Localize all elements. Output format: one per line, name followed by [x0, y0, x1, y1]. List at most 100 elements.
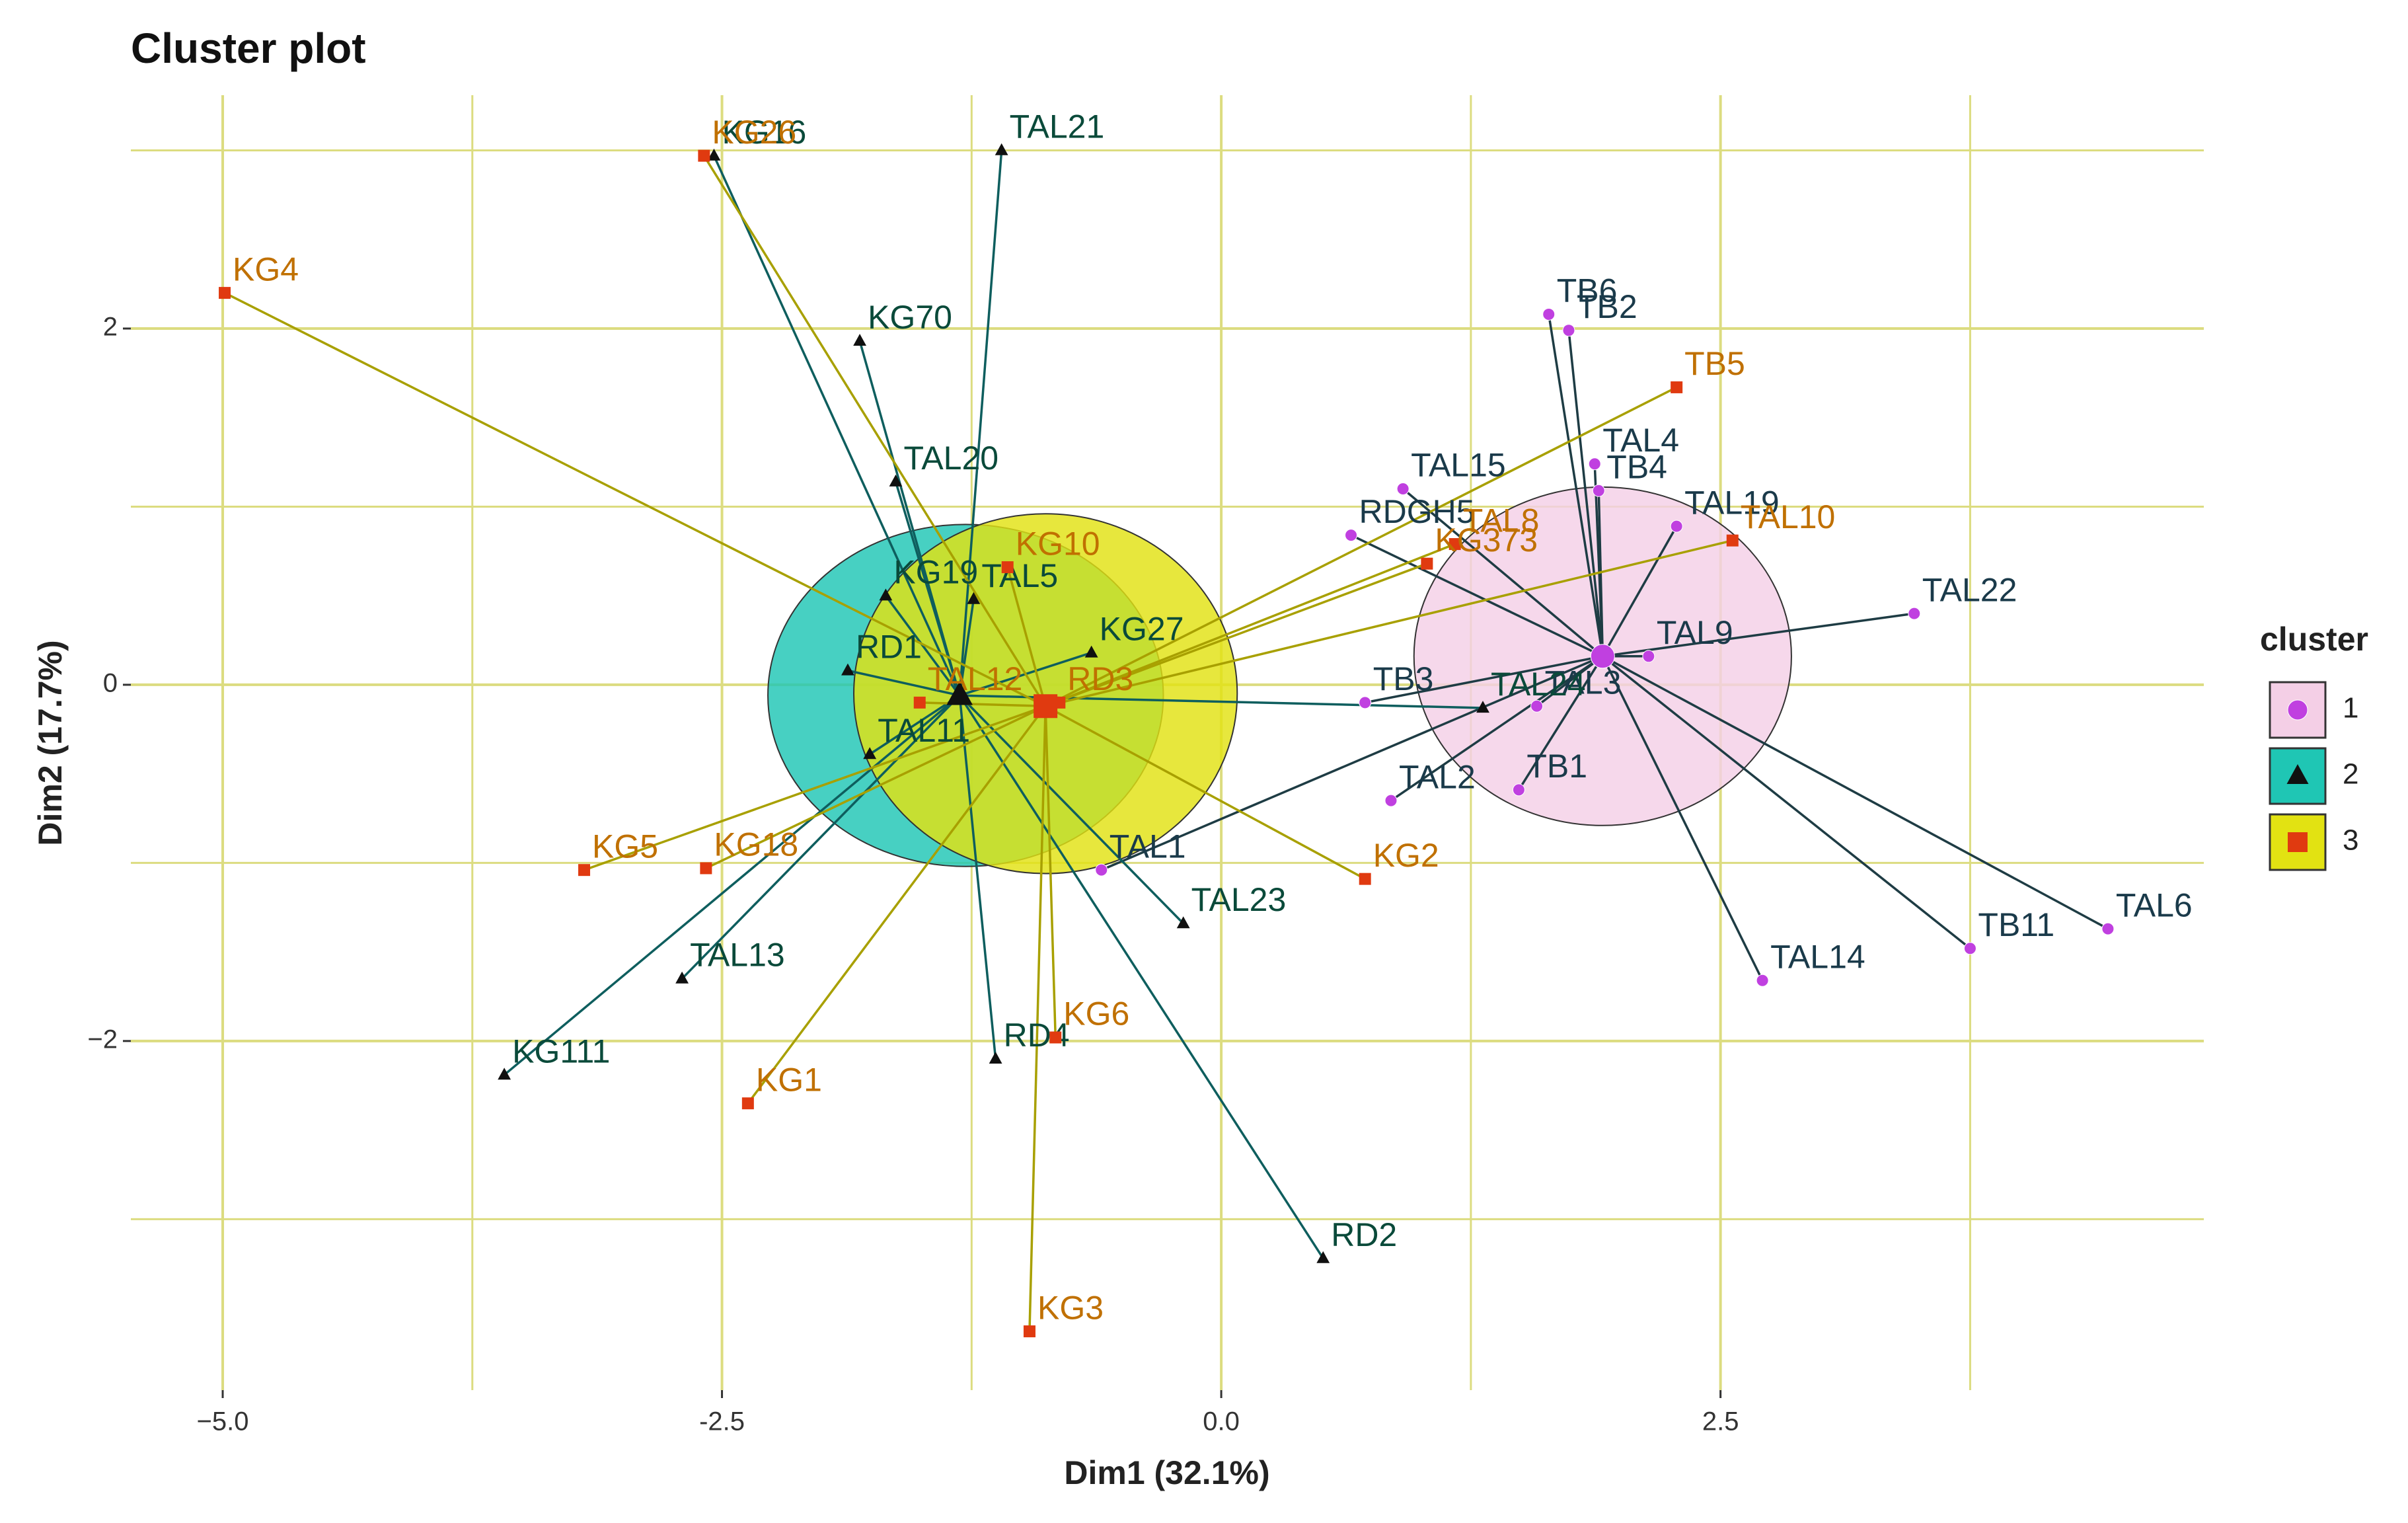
centroid [1590, 644, 1615, 669]
point-label: KG16 [722, 114, 806, 151]
point-label: TB4 [1606, 448, 1667, 485]
point-label: TAL4 [1602, 422, 1679, 459]
point-label: TAL8 [1463, 502, 1540, 539]
point-label: TAL21 [1010, 108, 1105, 145]
legend-marker [2288, 832, 2308, 852]
data-point [1345, 529, 1358, 542]
centroid [946, 681, 973, 705]
data-point [1421, 557, 1433, 570]
data-point [1562, 324, 1575, 337]
centroid-link [958, 695, 997, 1059]
data-point [1642, 650, 1655, 663]
data-point [1359, 873, 1371, 885]
point-label: TAL15 [1411, 447, 1506, 484]
data-point [1670, 520, 1683, 533]
data-point [863, 747, 877, 760]
centroid-link [1602, 655, 2109, 930]
centroid-link [1601, 526, 1678, 657]
centroid-link [1350, 533, 1604, 658]
legend-marker [2287, 699, 2308, 721]
centroid-link [1045, 705, 1366, 880]
centroid-link [747, 705, 1047, 1105]
legend-key [2269, 813, 2327, 871]
y-axis-label: Dim2 (17.7%) [32, 640, 69, 845]
data-point [841, 663, 854, 676]
centroid-link [919, 701, 1046, 708]
data-point [889, 474, 903, 487]
point-label: RDGH5 [1359, 493, 1475, 530]
centroid-link [958, 694, 1184, 925]
centroid-link [958, 150, 1003, 696]
point-label: KG373 [1435, 522, 1538, 559]
centroid-link [1390, 655, 1604, 802]
x-axis-label: Dim1 (32.1%) [1064, 1454, 1269, 1491]
point-label: TAL5 [981, 557, 1058, 594]
centroid-link [702, 155, 1047, 707]
data-point [698, 149, 710, 162]
data-point [1001, 561, 1014, 574]
point-label: KG6 [1063, 996, 1129, 1033]
data-point [2101, 922, 2115, 935]
point-label: TAL20 [903, 440, 998, 477]
data-point [498, 1068, 511, 1080]
point-label: TB5 [1684, 345, 1745, 382]
legend-title: cluster [2260, 621, 2368, 658]
point-label: KG111 [512, 1033, 610, 1070]
point-label: TAL10 [1741, 498, 1836, 535]
legend-label: 3 [2343, 824, 2358, 857]
y-tick-label: 0 [103, 668, 118, 697]
data-point [1176, 916, 1190, 929]
point-label: KG10 [1016, 525, 1100, 562]
point-label: KG27 [1100, 611, 1184, 648]
data-point [1530, 699, 1544, 713]
point-label: TB6 [1557, 272, 1618, 309]
centroid-link [1045, 563, 1427, 707]
centroid-link [894, 481, 961, 696]
centroid-link [1044, 706, 1057, 1038]
centroid-link [1045, 539, 1733, 707]
centroid-link [1045, 386, 1677, 707]
legend-marker [2286, 764, 2309, 784]
data-point [1726, 534, 1739, 547]
point-label: TAL2 [1399, 758, 1476, 795]
data-point [1756, 974, 1769, 987]
centroid-link [1602, 612, 1915, 658]
cluster-ellipse [853, 513, 1238, 875]
data-point [995, 143, 1008, 155]
data-point [1963, 942, 1976, 955]
data-point [700, 862, 712, 875]
point-label: TB2 [1577, 288, 1637, 325]
data-point [853, 334, 866, 346]
data-point [1384, 794, 1398, 807]
data-point [1671, 381, 1683, 393]
data-point [1084, 645, 1098, 658]
point-label: KG70 [868, 299, 952, 336]
point-label: KG1 [756, 1061, 822, 1098]
x-tick-label: −5.0 [197, 1407, 249, 1436]
point-label: RD3 [1067, 660, 1133, 697]
point-label: KG4 [233, 251, 299, 288]
y-tick-label: 2 [103, 313, 118, 342]
point-label: TB3 [1373, 660, 1434, 697]
centroid-link [712, 155, 961, 696]
data-point [1396, 483, 1410, 496]
data-point [1476, 701, 1489, 713]
x-tick-label: 2.5 [1702, 1407, 1739, 1436]
data-point [1512, 783, 1525, 797]
centroid-link [1517, 655, 1604, 791]
centroid-link [705, 705, 1046, 870]
centroid-link [681, 694, 961, 980]
centroid-link [1045, 543, 1456, 707]
data-point [1095, 863, 1108, 877]
centroid-link [958, 599, 975, 696]
centroid-link [1602, 655, 1971, 950]
centroid-link [1365, 655, 1603, 704]
data-point [913, 696, 926, 709]
data-point [1592, 484, 1605, 497]
centroid-link [1101, 655, 1604, 871]
data-point [1316, 1251, 1330, 1263]
data-point [1542, 307, 1556, 321]
data-point [989, 1051, 1002, 1064]
centroid-link [1006, 566, 1047, 707]
centroid-link [224, 292, 1046, 707]
